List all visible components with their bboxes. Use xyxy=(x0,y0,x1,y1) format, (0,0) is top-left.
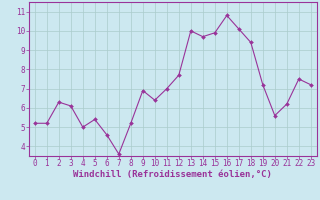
X-axis label: Windchill (Refroidissement éolien,°C): Windchill (Refroidissement éolien,°C) xyxy=(73,170,272,179)
